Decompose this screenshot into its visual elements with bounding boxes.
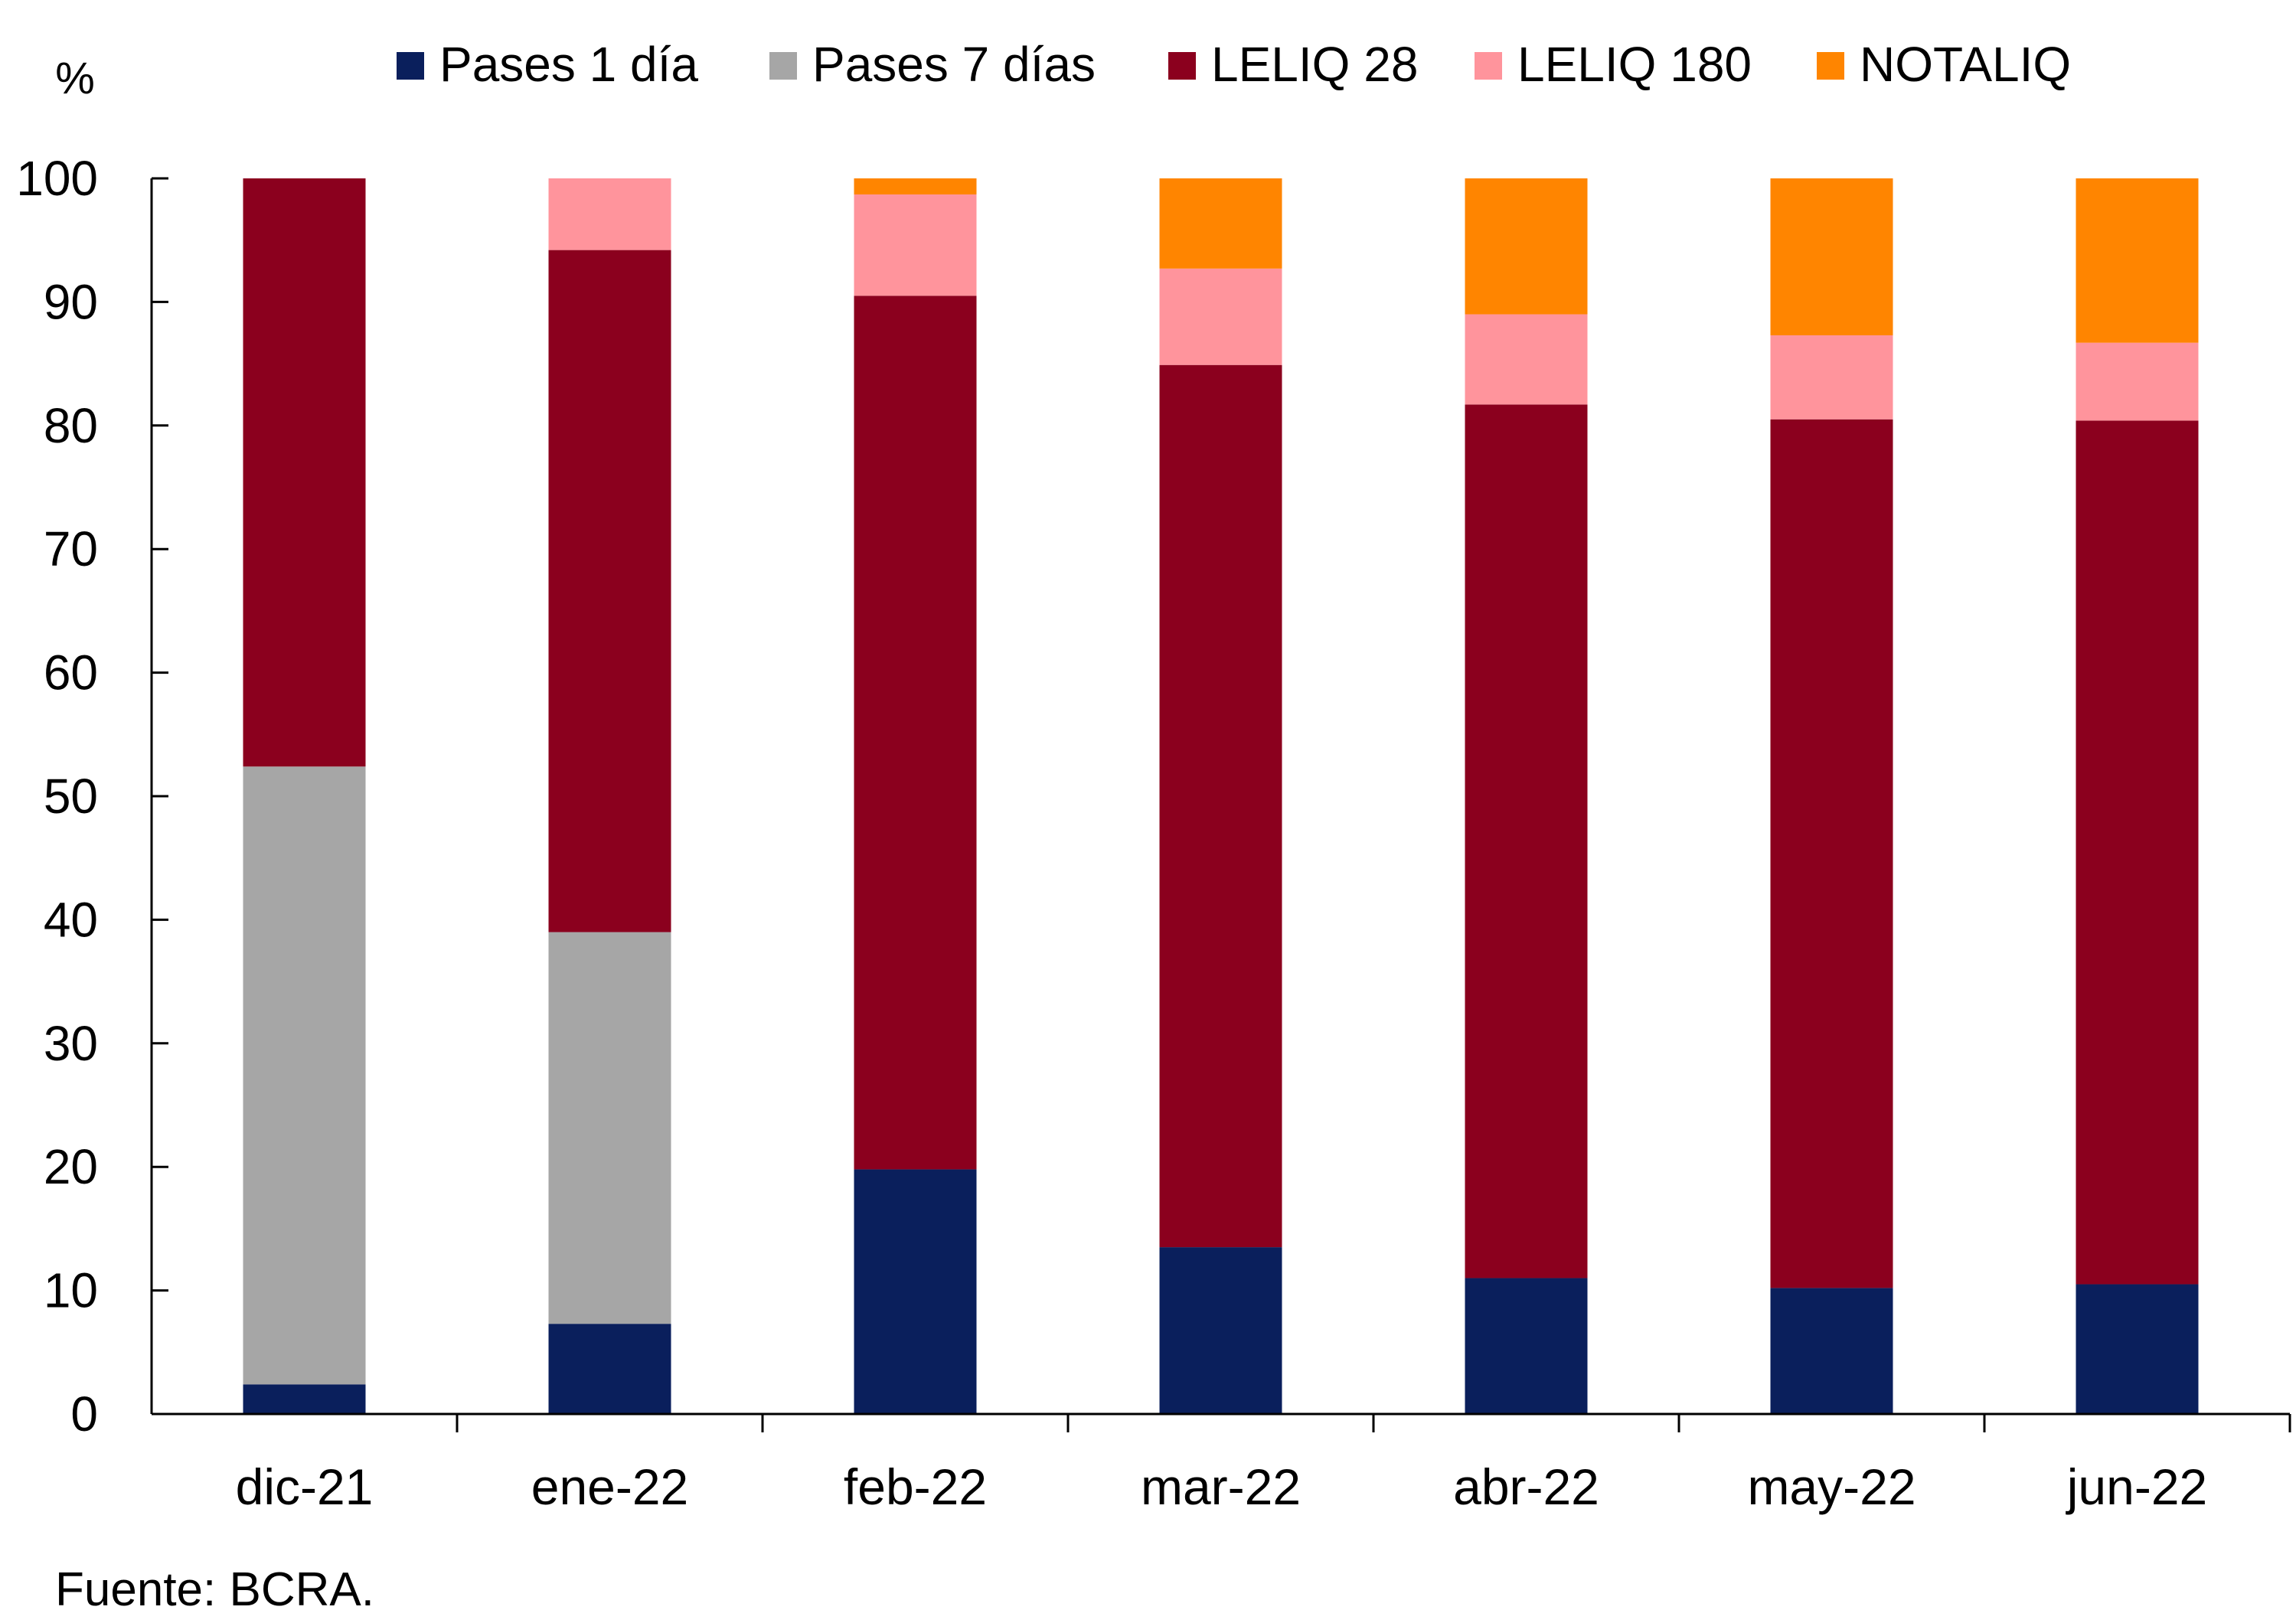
- legend-item: Pases 1 día: [397, 37, 698, 92]
- bar-segment-pases-1-d-a-ene-22: [548, 1324, 671, 1414]
- bar-segment-leliq-28-feb-22: [854, 296, 977, 1170]
- bar-segment-leliq-28-dic-21: [243, 178, 366, 767]
- bar-segment-leliq-180-feb-22: [854, 194, 977, 296]
- bar-segment-notaliq-mar-22: [1159, 178, 1282, 269]
- bar-segment-leliq-28-ene-22: [548, 250, 671, 932]
- x-tick-label: dic-21: [236, 1458, 374, 1515]
- legend-swatch: [1817, 52, 1844, 80]
- y-tick-label: 0: [70, 1386, 98, 1442]
- x-axis: dic-21 ene-22 feb-22 mar-22 abr-22 may-22 jun-…: [152, 1412, 2291, 1515]
- bar-segment-pases-1-d-a-may-22: [1770, 1288, 1893, 1414]
- legend: Pases 1 día Pases 7 días LELIQ 28 LELIQ 180…: [397, 37, 2071, 92]
- x-tick-label: abr-22: [1453, 1458, 1599, 1515]
- bars: [243, 178, 2199, 1414]
- y-tick-label: 60: [44, 645, 98, 700]
- legend-label: LELIQ 180: [1517, 37, 1752, 92]
- bar-segment-notaliq-jun-22: [2076, 178, 2199, 343]
- source-note: Fuente: BCRA.: [55, 1563, 374, 1616]
- x-tick-label: ene-22: [531, 1458, 689, 1515]
- y-tick-label: 90: [44, 274, 98, 329]
- y-tick-label: 80: [44, 398, 98, 453]
- legend-label: NOTALIQ: [1860, 37, 2071, 92]
- y-tick-label: 70: [44, 521, 98, 576]
- legend-label: Pases 7 días: [812, 37, 1096, 92]
- y-tick-label: 40: [44, 892, 98, 947]
- legend-swatch: [397, 52, 424, 80]
- bar-segment-pases-1-d-a-jun-22: [2076, 1284, 2199, 1414]
- y-axis: 0 10 20 30 40 50 60 70 80 90 100: [16, 151, 168, 1442]
- legend-swatch: [769, 52, 797, 80]
- y-tick-label: 100: [16, 151, 98, 206]
- bar-segment-pases-1-d-a-dic-21: [243, 1384, 366, 1414]
- legend-item: NOTALIQ: [1817, 37, 2071, 92]
- y-axis-label: %: [55, 54, 95, 103]
- x-tick-label: jun-22: [2066, 1458, 2207, 1515]
- bar-segment-notaliq-may-22: [1770, 178, 1893, 335]
- bar-segment-notaliq-abr-22: [1465, 178, 1588, 315]
- y-tick-label: 50: [44, 769, 98, 824]
- bar-segment-leliq-180-may-22: [1770, 335, 1893, 420]
- bar-segment-leliq-28-may-22: [1770, 419, 1893, 1288]
- legend-swatch: [1475, 52, 1502, 80]
- bar-segment-pases-1-d-a-feb-22: [854, 1169, 977, 1414]
- legend-swatch: [1168, 52, 1196, 80]
- bar-segment-leliq-180-mar-22: [1159, 268, 1282, 365]
- bar-segment-pases-1-d-a-mar-22: [1159, 1247, 1282, 1414]
- legend-label: Pases 1 día: [439, 37, 698, 92]
- x-tick-label: feb-22: [844, 1458, 987, 1515]
- y-tick-label: 10: [44, 1263, 98, 1318]
- legend-item: LELIQ 180: [1475, 37, 1752, 92]
- x-tick-label: mar-22: [1141, 1458, 1301, 1515]
- y-tick-label: 20: [44, 1139, 98, 1194]
- legend-label: LELIQ 28: [1211, 37, 1418, 92]
- bar-segment-notaliq-feb-22: [854, 178, 977, 194]
- bar-segment-leliq-180-ene-22: [548, 178, 671, 250]
- x-tick-label: may-22: [1747, 1458, 1916, 1515]
- bar-segment-leliq-180-jun-22: [2076, 342, 2199, 421]
- legend-item: Pases 7 días: [769, 37, 1096, 92]
- bar-segment-leliq-28-mar-22: [1159, 364, 1282, 1248]
- bar-segment-pases-7-d-as-ene-22: [548, 932, 671, 1324]
- y-tick-label: 30: [44, 1016, 98, 1071]
- bar-segment-leliq-28-jun-22: [2076, 420, 2199, 1285]
- bar-segment-leliq-28-abr-22: [1465, 404, 1588, 1278]
- bar-segment-leliq-180-abr-22: [1465, 314, 1588, 405]
- legend-item: LELIQ 28: [1168, 37, 1418, 92]
- bar-segment-pases-1-d-a-abr-22: [1465, 1278, 1588, 1414]
- bar-segment-pases-7-d-as-dic-21: [243, 766, 366, 1385]
